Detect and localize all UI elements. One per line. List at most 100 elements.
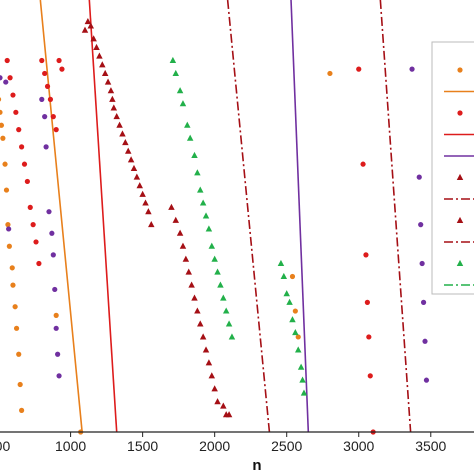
data-point-green-triangle: [289, 316, 296, 323]
data-point-red: [10, 92, 16, 98]
data-point-purple: [419, 260, 425, 267]
data-point-red: [30, 222, 36, 228]
data-point-green-triangle: [205, 225, 213, 232]
data-point-purple: [55, 351, 61, 357]
data-point-darkred-triangle: [172, 216, 180, 223]
data-point-green-triangle: [292, 329, 299, 336]
x-tick-label: 2000: [199, 438, 230, 454]
data-point-green-triangle: [280, 272, 288, 279]
x-tick-label: 1500: [127, 438, 158, 454]
data-point-green-triangle: [283, 290, 290, 297]
data-point-purple: [53, 325, 59, 331]
data-point-red: [47, 96, 54, 102]
legend-marker-red: [457, 110, 463, 116]
data-point-orange: [6, 243, 12, 249]
data-point-darkred-triangle: [119, 130, 126, 137]
data-point-green-triangle: [222, 307, 230, 314]
data-point-darkred-triangle: [205, 359, 213, 366]
data-point-green-triangle: [202, 212, 210, 219]
data-point-purple: [0, 75, 3, 81]
data-point-orange: [292, 308, 298, 314]
data-point-purple: [46, 209, 52, 215]
data-point-orange: [16, 351, 22, 357]
fit-line-darkred-dashdot: [379, 0, 412, 433]
data-point-red: [363, 252, 369, 258]
data-point-darkred-triangle: [185, 268, 192, 275]
data-point-purple: [3, 79, 9, 85]
data-point-purple: [49, 230, 55, 236]
data-point-darkred-triangle: [225, 411, 233, 418]
x-tick-label: 500: [0, 438, 10, 454]
data-point-red: [50, 114, 56, 120]
data-point-darkred-triangle: [133, 173, 141, 180]
data-point-darkred-triangle: [96, 52, 103, 59]
data-point-green-triangle: [211, 255, 218, 262]
data-point-darkred-triangle: [87, 22, 95, 29]
fit-lines: [39, 0, 412, 433]
data-point-red: [364, 299, 370, 305]
data-point-orange: [0, 135, 6, 141]
data-point-orange: [19, 407, 25, 413]
data-point-purple: [416, 174, 422, 180]
data-point-darkred-triangle: [122, 138, 129, 146]
data-point-purple: [43, 144, 49, 150]
data-point-red: [44, 83, 51, 89]
data-point-red: [24, 178, 30, 185]
data-point-green-triangle: [225, 320, 233, 327]
data-point-darkred-triangle: [214, 398, 221, 405]
data-point-red: [4, 57, 10, 64]
data-point-red: [36, 260, 42, 267]
data-point-purple: [418, 222, 424, 228]
fit-line-red-solid: [88, 0, 118, 433]
data-point-purple: [50, 252, 56, 258]
data-point-darkred-triangle: [142, 199, 149, 206]
data-point-darkred-triangle: [104, 78, 112, 85]
data-point-green-triangle: [199, 199, 207, 206]
data-point-red: [27, 204, 33, 210]
data-point-green-triangle: [184, 121, 191, 128]
fit-line-purple-solid: [290, 0, 310, 433]
data-point-darkred-triangle: [179, 242, 187, 249]
data-point-orange: [53, 312, 59, 318]
data-point-darkred-triangle: [197, 320, 204, 327]
data-point-darkred-triangle: [81, 26, 89, 33]
data-point-green-triangle: [191, 151, 198, 159]
data-point-orange: [10, 282, 16, 288]
data-point-orange: [327, 70, 333, 77]
data-point-darkred-triangle: [148, 221, 155, 228]
data-point-darkred-triangle: [145, 208, 152, 215]
data-point-orange: [17, 381, 23, 388]
data-point-purple: [409, 66, 415, 72]
data-point-darkred-triangle: [208, 372, 216, 379]
data-point-darkred-triangle: [188, 281, 195, 288]
legend: [431, 41, 474, 295]
data-point-darkred-triangle: [109, 95, 116, 102]
data-point-green-triangle: [220, 294, 227, 301]
data-point-green-triangle: [300, 389, 308, 396]
x-axis: 500 1000 1500 2000 2500 3000 3500: [0, 431, 474, 454]
data-point-green-triangle: [299, 376, 306, 383]
data-point-red: [33, 239, 39, 245]
data-point-green-triangle: [194, 169, 201, 176]
data-point-red: [360, 161, 366, 167]
data-point-red: [16, 127, 22, 133]
data-point-orange: [2, 161, 8, 167]
data-point-green-triangle: [197, 186, 204, 193]
legend-marker-darkred-triangle: [456, 216, 464, 224]
data-point-green-triangle: [217, 281, 224, 288]
data-point-darkred-triangle: [168, 203, 175, 210]
data-point-darkred-triangle: [110, 104, 118, 111]
data-point-green-triangle: [297, 363, 305, 370]
data-point-green-triangle: [214, 268, 221, 275]
data-point-green-triangle: [228, 333, 236, 340]
data-point-green-triangle: [179, 100, 187, 107]
data-point-orange: [0, 97, 2, 102]
data-point-darkred-triangle: [211, 385, 218, 392]
data-point-purple: [423, 377, 430, 383]
data-point-darkred-triangle: [93, 43, 100, 51]
data-point-darkred-triangle: [127, 156, 135, 163]
data-point-red: [356, 66, 362, 72]
data-point-darkred-triangle: [194, 307, 201, 314]
legend-marker-green-triangle: [456, 259, 464, 267]
